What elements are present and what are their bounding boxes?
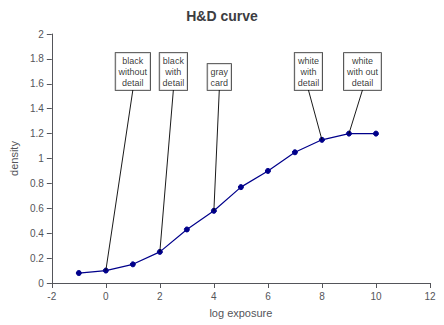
svg-text:1.4: 1.4 bbox=[30, 103, 44, 114]
svg-text:0.4: 0.4 bbox=[30, 228, 44, 239]
svg-text:detail: detail bbox=[122, 78, 144, 88]
svg-text:0.8: 0.8 bbox=[30, 178, 44, 189]
svg-text:1: 1 bbox=[38, 153, 44, 164]
svg-text:0: 0 bbox=[103, 291, 109, 302]
svg-text:1.8: 1.8 bbox=[30, 53, 44, 64]
svg-text:0: 0 bbox=[38, 278, 44, 289]
svg-text:with: with bbox=[164, 67, 181, 77]
svg-text:density: density bbox=[8, 141, 20, 176]
svg-text:12: 12 bbox=[424, 291, 436, 302]
svg-text:gray: gray bbox=[211, 67, 229, 77]
svg-text:black: black bbox=[163, 56, 185, 66]
svg-text:2: 2 bbox=[157, 291, 163, 302]
svg-text:card: card bbox=[211, 78, 229, 88]
svg-text:with: with bbox=[299, 67, 316, 77]
svg-text:1.2: 1.2 bbox=[30, 128, 44, 139]
svg-text:0.6: 0.6 bbox=[30, 203, 44, 214]
svg-text:2: 2 bbox=[38, 29, 44, 40]
svg-text:4: 4 bbox=[211, 291, 217, 302]
svg-text:10: 10 bbox=[370, 291, 382, 302]
svg-text:1.6: 1.6 bbox=[30, 78, 44, 89]
svg-text:detail: detail bbox=[298, 78, 320, 88]
svg-text:black: black bbox=[122, 56, 144, 66]
svg-text:white: white bbox=[297, 56, 319, 66]
svg-text:H&D curve: H&D curve bbox=[186, 8, 258, 24]
svg-text:6: 6 bbox=[265, 291, 271, 302]
svg-text:-2: -2 bbox=[47, 291, 56, 302]
svg-text:with out: with out bbox=[346, 67, 379, 77]
svg-text:without: without bbox=[118, 67, 148, 77]
svg-text:0.2: 0.2 bbox=[30, 253, 44, 264]
svg-text:detail: detail bbox=[352, 78, 374, 88]
svg-text:white: white bbox=[351, 56, 373, 66]
svg-text:8: 8 bbox=[319, 291, 325, 302]
svg-text:detail: detail bbox=[163, 78, 185, 88]
svg-text:log exposure: log exposure bbox=[209, 307, 272, 319]
